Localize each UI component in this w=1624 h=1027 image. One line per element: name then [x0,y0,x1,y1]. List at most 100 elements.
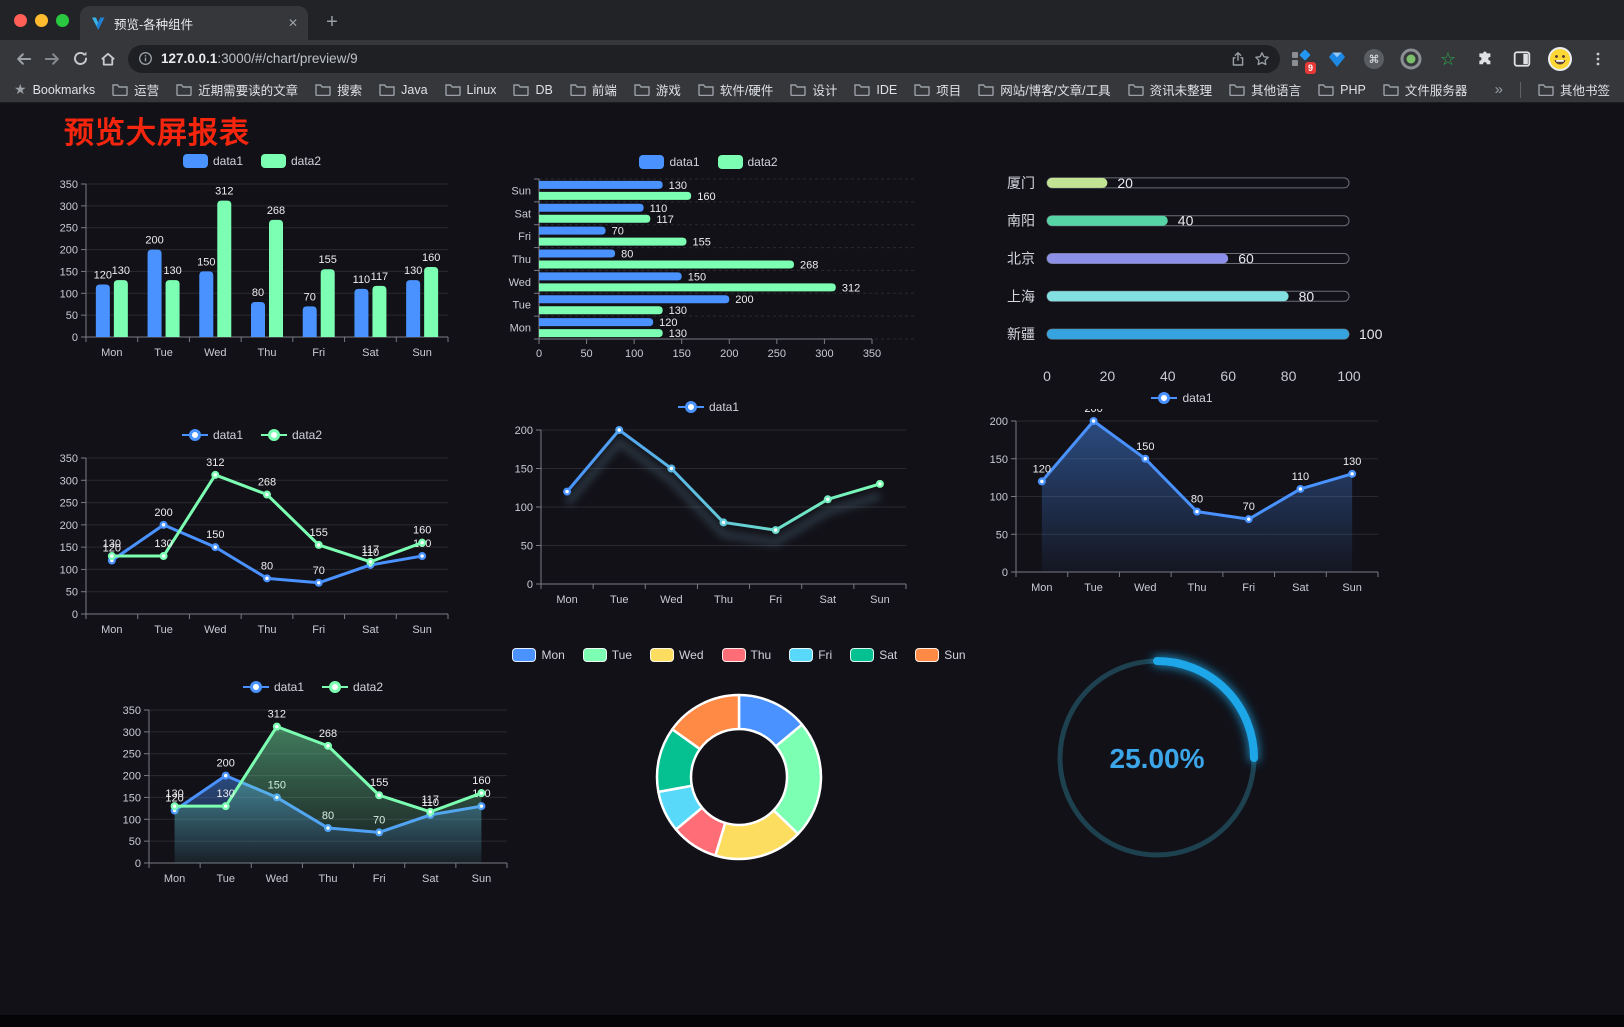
star-extension-icon[interactable]: ☆ [1439,48,1457,69]
home-icon[interactable] [94,45,122,73]
bookmark-folder-label: Linux [466,82,497,97]
adblock-extension-icon[interactable]: 9 [1288,47,1316,74]
svg-text:Wed: Wed [204,624,226,636]
svg-text:200: 200 [735,294,753,306]
svg-text:268: 268 [258,477,276,489]
bookmark-folder-label: 游戏 [655,84,681,98]
legend-item[interactable]: Thu [721,648,771,662]
legend-label: data1 [669,155,700,169]
legend-item[interactable]: data1 [677,400,739,414]
legend-item[interactable]: data1 [639,155,700,169]
folder-icon [698,83,714,96]
bookmark-folder[interactable]: 资讯未整理 [1127,80,1213,99]
legend-label: Sun [944,648,966,662]
share-icon[interactable] [1230,51,1246,67]
traffic-light-close[interactable] [14,14,27,27]
gem-extension-icon[interactable] [1325,47,1349,71]
reload-icon[interactable] [66,45,94,73]
bookmark-folder[interactable]: 搜索 [315,80,362,99]
legend-item[interactable]: data1 [181,428,243,442]
svg-text:Fri: Fri [1242,582,1255,594]
tab-strip: 预览-各种组件 ✕ + [0,0,1624,40]
bookmark-folder[interactable]: 前端 [570,80,617,99]
traffic-light-minimize[interactable] [35,14,48,27]
svg-text:200: 200 [145,235,163,247]
legend-item[interactable]: data1 [1151,391,1213,405]
profile-avatar[interactable] [1547,46,1573,72]
svg-text:Sat: Sat [820,594,837,606]
bookmarks-root[interactable]: ★ Bookmarks [14,81,95,98]
forward-icon[interactable] [38,45,66,73]
menu-dots-icon[interactable] [1586,47,1610,71]
svg-text:312: 312 [206,457,224,469]
svg-text:Tue: Tue [216,873,235,885]
puzzle-extensions-menu-icon[interactable] [1473,47,1497,71]
side-panel-icon[interactable] [1510,47,1534,71]
legend-line-marker [322,681,348,693]
tab-close-icon[interactable]: ✕ [287,16,298,30]
bookmark-folder[interactable]: 项目 [914,80,961,99]
legend-item[interactable]: data2 [717,155,778,169]
traffic-light-zoom[interactable] [56,14,69,27]
legend-swatch [182,154,208,168]
chart-legend: Mon Tue Wed Thu Fri Sat Sun [512,644,966,666]
bookmark-folder[interactable]: 设计 [790,80,837,99]
svg-text:300: 300 [815,348,833,360]
legend-item[interactable]: Tue [582,648,632,662]
svg-text:312: 312 [842,282,860,294]
legend-item[interactable]: Wed [650,648,704,662]
svg-text:300: 300 [60,201,78,213]
folder-icon [513,83,530,96]
browser-tab[interactable]: 预览-各种组件 ✕ [80,6,308,40]
chart-horizontal-bar: data1 data2 Sun Sat Fri Thu Wed Tue Mon 0 50 100 150… [497,151,920,366]
folder-icon [914,83,930,96]
legend-item[interactable]: data2 [261,154,321,168]
bookmarks-overflow-chevron[interactable]: » [1494,81,1503,98]
bookmark-folder[interactable]: PHP [1318,83,1366,97]
svg-text:200: 200 [123,771,141,783]
bookmark-folder[interactable]: 近期需要读的文章 [176,80,298,99]
legend-item[interactable]: Fri [789,648,832,662]
bookmark-folder-label: 资讯未整理 [1149,84,1213,98]
bookmark-folder[interactable]: 其他语言 [1229,80,1301,99]
bookmark-folder[interactable]: IDE [854,83,897,97]
legend-item[interactable]: data1 [182,154,243,168]
bookmark-folder[interactable]: DB [513,83,553,97]
bookmark-folder[interactable]: 游戏 [634,80,681,99]
svg-text:80: 80 [1281,368,1297,384]
site-info-icon[interactable] [138,51,153,66]
legend-item[interactable]: data1 [242,680,304,694]
svg-text:312: 312 [268,709,286,721]
legend-item[interactable]: data2 [322,680,383,694]
svg-text:Sat: Sat [362,347,379,359]
bookmark-folder[interactable]: Linux [444,82,497,97]
bookmark-star-icon[interactable] [1254,51,1270,67]
record-extension-icon[interactable] [1399,47,1423,71]
other-bookmarks[interactable]: 其他书签 [1538,80,1610,99]
address-bar[interactable]: 127.0.0.1:3000/#/chart/preview/9 [128,44,1280,73]
bookmark-folder[interactable]: 文件服务器 [1383,80,1467,99]
legend-item[interactable]: data2 [261,428,322,442]
svg-text:300: 300 [60,475,78,487]
svg-text:150: 150 [990,454,1008,466]
svg-text:Sun: Sun [511,185,531,197]
svg-text:0: 0 [135,858,141,870]
new-tab-button[interactable]: + [326,11,338,33]
svg-text:120: 120 [1033,463,1051,475]
page-bottom-strip [0,1015,1624,1027]
command-extension-icon[interactable]: ⌘ [1362,47,1386,71]
bookmark-folder[interactable]: 软件/硬件 [698,80,773,99]
svg-text:110: 110 [1292,471,1310,483]
svg-text:350: 350 [60,179,78,191]
back-icon[interactable] [10,45,38,73]
legend-item[interactable]: Sat [850,648,897,662]
legend-item[interactable]: Sun [915,648,966,662]
bookmark-folder[interactable]: 网站/博客/文章/工具 [978,80,1111,99]
svg-text:厦门: 厦门 [1007,175,1035,191]
legend-item[interactable]: Mon [512,648,565,662]
svg-text:80: 80 [252,287,264,299]
svg-text:150: 150 [515,464,533,476]
bookmark-folder[interactable]: Java [379,83,428,97]
legend-label: data2 [353,680,384,694]
bookmark-folder[interactable]: 运营 [112,80,159,99]
